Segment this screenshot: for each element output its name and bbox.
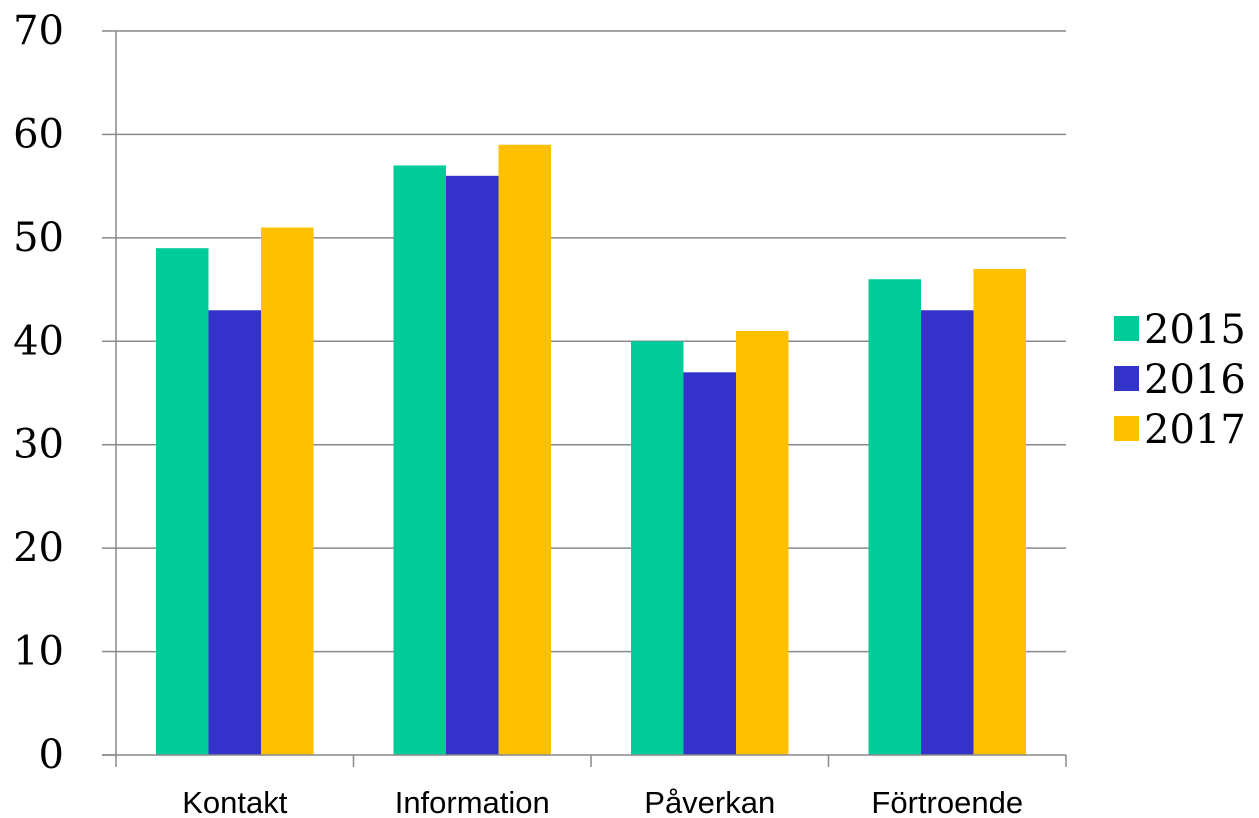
- bar-2015-information: [393, 165, 446, 755]
- axes: [102, 30, 1067, 767]
- bar-2017-påverkan: [736, 330, 789, 755]
- y-axis-tick-labels: 0 10 20 30 40 50 60 70: [13, 8, 64, 778]
- bar-2017-information: [498, 144, 551, 755]
- bar-2016-förtroende: [921, 310, 974, 755]
- legend-label-2017: 2017: [1144, 407, 1246, 453]
- x-tick-label: Påverkan: [644, 785, 775, 818]
- y-tick-label: 50: [13, 215, 64, 261]
- x-tick-label: Information: [395, 785, 550, 818]
- bar-2017-kontakt: [261, 227, 314, 755]
- y-tick-label: 20: [13, 525, 64, 571]
- legend-swatch-2016: [1114, 366, 1139, 391]
- bar-2016-information: [446, 175, 499, 756]
- legend-label-2016: 2016: [1144, 357, 1246, 403]
- legend-swatch-2015: [1114, 316, 1139, 341]
- y-tick-label: 60: [13, 111, 64, 157]
- bar-2016-påverkan: [683, 372, 736, 755]
- bar-2015-påverkan: [631, 341, 684, 755]
- bar-2016-kontakt: [208, 310, 261, 755]
- bar-2015-kontakt: [156, 248, 209, 755]
- y-tick-label: 10: [13, 629, 64, 675]
- bars: [156, 144, 1026, 756]
- x-tick-label: Kontakt: [182, 785, 288, 818]
- y-tick-label: 40: [13, 318, 64, 364]
- legend-swatch-2017: [1114, 416, 1139, 441]
- y-tick-label: 0: [39, 732, 64, 778]
- x-tick-label: Förtroende: [871, 785, 1023, 818]
- bar-2017-förtroende: [973, 268, 1026, 755]
- y-tick-label: 70: [13, 8, 64, 54]
- x-axis-tick-labels: Kontakt Information Påverkan Förtroende: [182, 785, 1023, 818]
- bar-2015-förtroende: [868, 279, 921, 755]
- legend-label-2015: 2015: [1144, 307, 1246, 353]
- y-tick-label: 30: [13, 422, 64, 468]
